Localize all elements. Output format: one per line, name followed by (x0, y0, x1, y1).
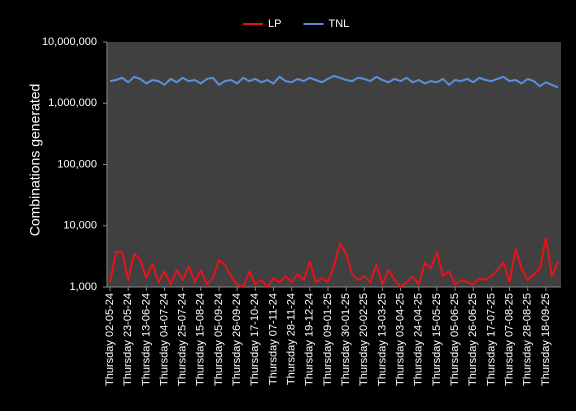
x-tick-label: Thursday 09-01-25 (322, 293, 334, 386)
plot-area (107, 42, 561, 287)
x-tick-label: Thursday 05-06-25 (449, 293, 461, 386)
x-tick-label: Thursday 24-04-25 (413, 293, 425, 386)
y-tick-label: 1,000,000 (48, 97, 97, 109)
x-tick-label: Thursday 26-09-24 (231, 293, 243, 386)
x-tick-label: Thursday 26-06-25 (467, 293, 479, 386)
y-tick-label: 100,000 (57, 158, 97, 170)
legend-label: LP (268, 18, 281, 30)
x-tick-label: Thursday 25-07-24 (177, 293, 189, 386)
x-tick-label: Thursday 02-05-24 (104, 293, 116, 386)
x-tick-label: Thursday 15-08-24 (195, 293, 207, 386)
x-tick-label: Thursday 23-05-24 (122, 293, 134, 386)
y-tick-label: 10,000,000 (42, 36, 97, 48)
x-tick-label: Thursday 28-08-25 (522, 293, 534, 386)
x-tick-label: Thursday 30-01-25 (340, 293, 352, 386)
y-tick-label: 10,000 (63, 220, 97, 232)
x-tick-label: Thursday 07-11-24 (267, 293, 279, 385)
x-tick-label: Thursday 04-07-24 (158, 293, 170, 386)
x-tick-label: Thursday 17-10-24 (249, 293, 261, 386)
x-tick-label: Thursday 07-08-25 (503, 293, 515, 386)
x-tick-label: Thursday 20-02-25 (358, 293, 370, 386)
x-tick-label: Thursday 17-07-25 (485, 293, 497, 386)
x-tick-label: Thursday 13-03-25 (376, 293, 388, 386)
x-tick-label: Thursday 28-11-24 (286, 293, 298, 385)
y-axis-label: Combinations generated (27, 84, 43, 237)
series-line (109, 74, 559, 89)
y-tick-label: 1,000 (69, 281, 97, 293)
x-tick-label: Thursday 05-09-24 (213, 293, 225, 386)
x-tick-label: Thursday 19-12-24 (304, 293, 316, 386)
x-tick-label: Thursday 18-09-25 (540, 293, 552, 386)
series-line (109, 237, 559, 288)
x-tick-label: Thursday 03-04-25 (394, 293, 406, 386)
x-tick-label: Thursday 15-05-25 (431, 293, 443, 386)
x-tick-label: Thursday 13-06-24 (140, 293, 152, 386)
legend-label: TNL (328, 18, 349, 30)
